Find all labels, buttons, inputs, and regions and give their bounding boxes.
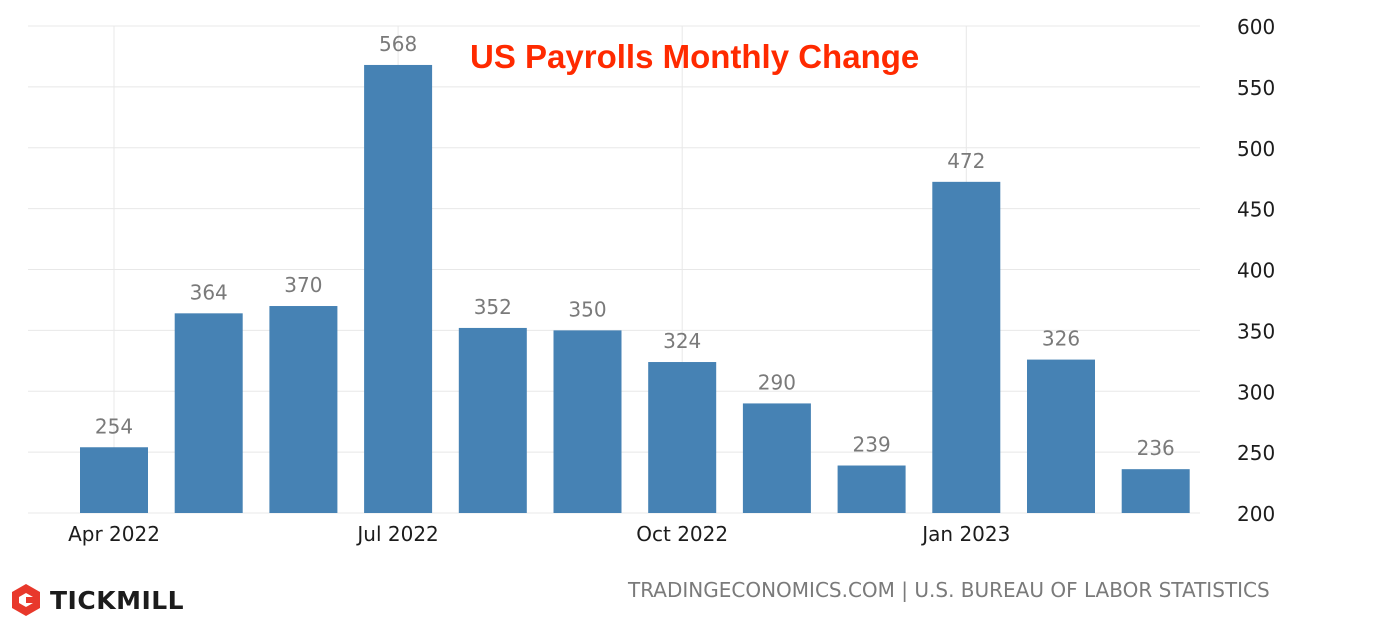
data-label: 364: [190, 280, 228, 304]
data-labels: 254 364 370 568 352 350 324 290 239 472 326 236: [95, 32, 1175, 460]
bar-series: [80, 64, 1190, 514]
x-tick-label: Jul 2022: [355, 522, 438, 546]
bar: [742, 403, 811, 513]
data-label: 472: [947, 149, 985, 173]
bar: [1027, 359, 1095, 513]
y-tick-label: 400: [1237, 259, 1275, 283]
data-label: 352: [474, 295, 512, 319]
y-tick-label: 300: [1237, 380, 1275, 404]
source-credit: TRADINGECONOMICS.COM | U.S. BUREAU OF LA…: [628, 578, 1270, 602]
bar: [458, 327, 527, 513]
y-tick-label: 550: [1237, 76, 1275, 100]
y-tick-label: 450: [1237, 198, 1275, 222]
y-tick-label: 350: [1237, 319, 1275, 343]
data-label: 324: [663, 329, 701, 353]
x-tick-label: Oct 2022: [636, 522, 728, 546]
bar: [553, 330, 622, 513]
y-axis: 200 250 300 350 400 450 500 550 600: [1237, 15, 1275, 526]
tickmill-hexagon-icon: [12, 584, 40, 616]
data-label: 290: [758, 370, 796, 394]
chart-title: US Payrolls Monthly Change: [470, 38, 920, 75]
bar: [269, 306, 338, 513]
y-tick-label: 250: [1237, 441, 1275, 465]
bar: [648, 362, 717, 513]
data-label: 326: [1042, 327, 1080, 351]
x-axis: Apr 2022 Jul 2022 Oct 2022 Jan 2023: [68, 522, 1010, 546]
bar: [364, 64, 433, 514]
x-tick-label: Apr 2022: [68, 522, 160, 546]
data-label: 370: [284, 273, 322, 297]
data-label: 568: [379, 32, 417, 56]
data-label: 236: [1137, 436, 1175, 460]
logo-text: TICKMILL: [50, 585, 185, 615]
data-label: 254: [95, 414, 133, 438]
bar: [174, 313, 243, 513]
y-tick-label: 600: [1237, 15, 1275, 39]
bar: [1121, 469, 1190, 513]
bar: [932, 181, 1001, 513]
data-label: 350: [568, 297, 606, 321]
bar: [80, 447, 148, 513]
data-label: 239: [853, 433, 891, 457]
y-tick-label: 200: [1237, 502, 1275, 526]
y-tick-label: 500: [1237, 137, 1275, 161]
tickmill-logo: TICKMILL: [10, 581, 184, 619]
bar: [837, 465, 906, 513]
x-tick-label: Jan 2023: [920, 522, 1010, 546]
